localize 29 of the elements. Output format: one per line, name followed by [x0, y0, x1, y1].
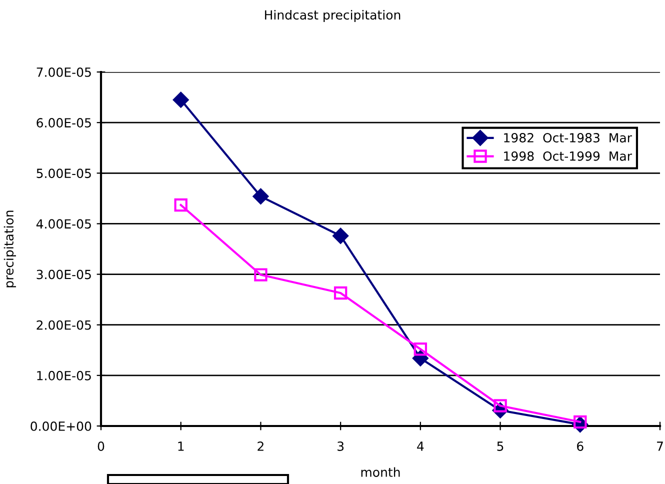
point [252, 188, 269, 204]
x-tick-label: 5 [497, 442, 504, 451]
y-tick-label: 4.00E-05 [36, 219, 91, 229]
y-tick-label: 5.00E-05 [36, 168, 91, 178]
x-tick-label: 2 [258, 442, 264, 451]
y-tick-label: 6.00E-05 [36, 118, 91, 128]
legend-label: 1982 Oct-1983 Mar [504, 133, 632, 142]
chart-title: Hindcast precipitation [265, 10, 400, 22]
y-tick-label: 2.00E-05 [36, 320, 91, 330]
x-tick-label: 4 [417, 442, 424, 451]
x-tick-label: 0 [98, 442, 104, 451]
y-axis-title: precipitation [4, 210, 16, 288]
x-tick-label: 1 [178, 442, 184, 451]
point [172, 92, 189, 108]
y-tick-label: 0.00E+00 [30, 421, 92, 431]
point [174, 198, 188, 212]
x-tick-label: 6 [577, 442, 584, 451]
point [334, 286, 348, 300]
point [574, 415, 587, 429]
x-tick-label: 3 [338, 442, 344, 451]
legend-label: 1998 Oct-1999 Mar [504, 151, 632, 161]
point [254, 268, 268, 282]
x-axis-title: month [361, 467, 400, 477]
y-tick-label: 7.00E-05 [36, 67, 91, 77]
point [414, 342, 428, 356]
x-tick-label: 7 [657, 442, 663, 451]
y-tick-label: 3.00E-05 [36, 270, 91, 280]
point [332, 228, 348, 244]
y-tick-label: 1.00E-05 [37, 370, 91, 380]
